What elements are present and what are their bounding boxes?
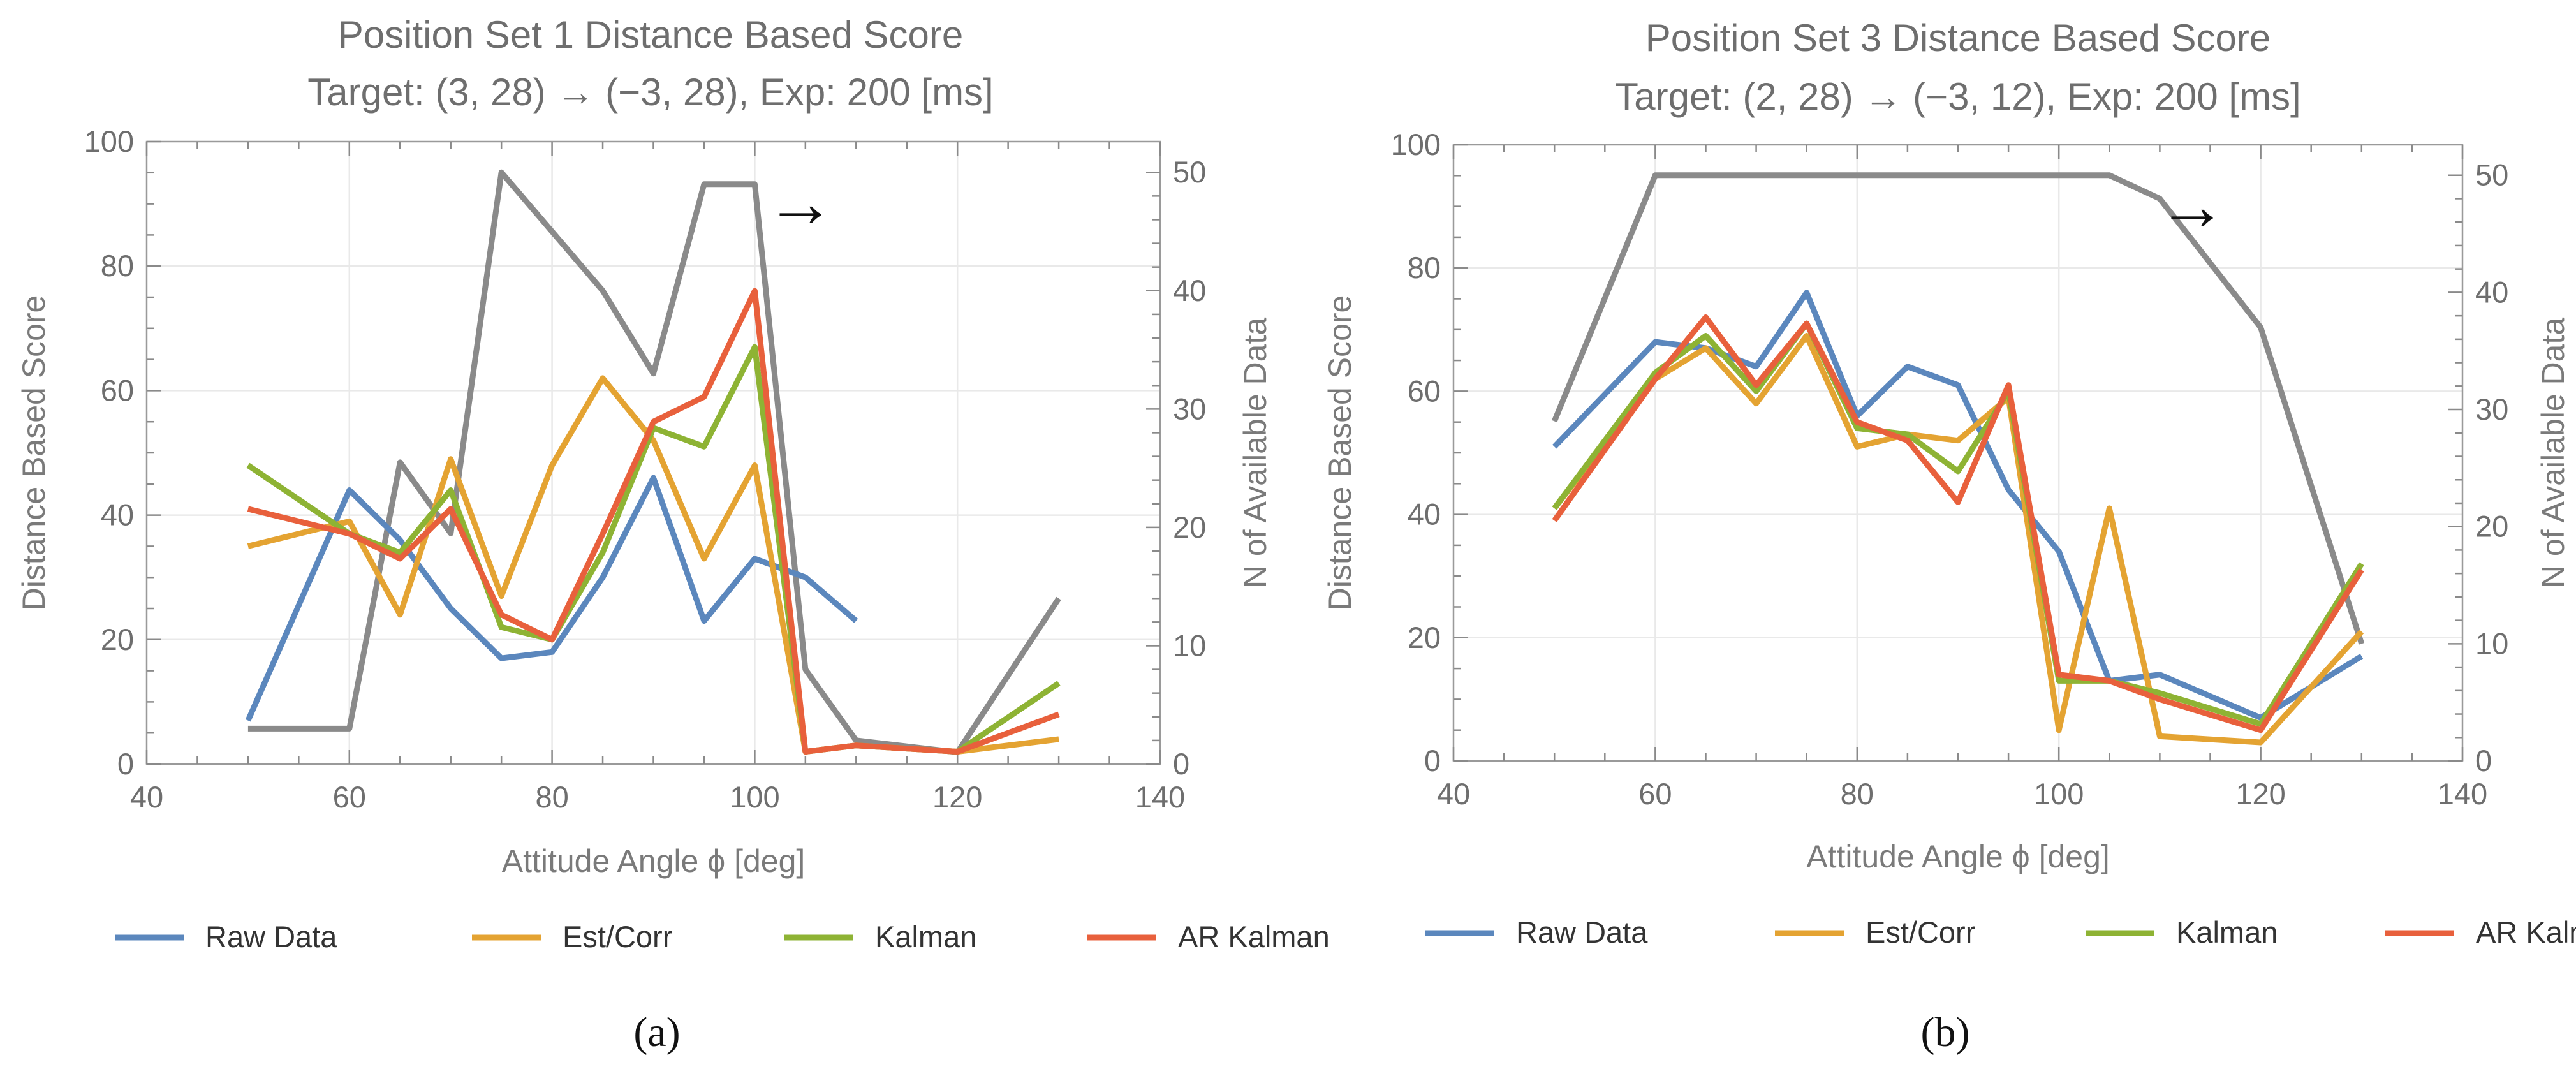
series-line-ar-kalman (1552, 314, 2364, 733)
y2-tick-label: 40 (1173, 274, 1206, 307)
x-tick-label: 100 (2034, 777, 2084, 811)
panel-label: (a) (633, 1009, 680, 1056)
y2-tick-label: 20 (1173, 510, 1206, 544)
series-line-ar-kalman (247, 288, 1060, 755)
legend-label-kalman: Kalman (2176, 915, 2278, 949)
legend-label-raw-data: Raw Data (205, 920, 337, 954)
chart-subtitle: Target: (3, 28) → (−3, 28), Exp: 200 [ms… (307, 71, 993, 114)
y-tick-label: 40 (101, 498, 134, 532)
x-tick-label: 60 (1638, 777, 1672, 811)
y2-tick-label: 50 (2475, 158, 2508, 192)
y2-tick-label: 0 (1173, 747, 1189, 781)
y2-tick-label: 10 (2475, 626, 2508, 660)
x-tick-label: 80 (535, 780, 568, 814)
y-tick-label: 0 (1424, 744, 1441, 778)
legend-label-ar-kalman: AR Kalman (2476, 915, 2576, 949)
y-axis-label: Distance Based Score (16, 295, 52, 611)
x-tick-label: 80 (1841, 777, 1874, 811)
series-line-est-corr (1552, 332, 2364, 746)
panel-label: (b) (1921, 1009, 1970, 1056)
legend-label-raw-data: Raw Data (1516, 915, 1648, 949)
x-tick-label: 120 (932, 780, 982, 814)
series-line-raw-data (245, 475, 858, 722)
y2-axis-label: N of Available Data (1237, 318, 1273, 589)
legend-label-est-corr: Est/Corr (563, 920, 672, 954)
y-tick-label: 60 (1408, 374, 1441, 408)
y-tick-label: 20 (1408, 621, 1441, 654)
y2-tick-label: 30 (2475, 392, 2508, 426)
right-arrow-icon: → (765, 163, 835, 242)
x-axis-label: Attitude Angle ϕ [deg] (1806, 839, 2110, 874)
legend-label-est-corr: Est/Corr (1866, 915, 1975, 949)
y-tick-label: 100 (1391, 128, 1441, 161)
y-tick-label: 80 (1408, 251, 1441, 284)
x-tick-label: 120 (2235, 777, 2285, 811)
y2-tick-label: 30 (1173, 392, 1206, 425)
y2-tick-label: 10 (1173, 628, 1206, 662)
legend-label-ar-kalman: AR Kalman (1178, 920, 1330, 954)
y-tick-label: 20 (101, 623, 134, 656)
y-tick-label: 100 (84, 124, 134, 158)
x-tick-label: 40 (1437, 777, 1470, 811)
x-tick-label: 100 (730, 780, 779, 814)
x-tick-label: 40 (130, 780, 163, 814)
y-tick-label: 0 (117, 747, 134, 781)
legend-label-kalman: Kalman (875, 920, 976, 954)
series-line-kalman (1552, 320, 2364, 727)
y-tick-label: 60 (101, 373, 134, 407)
y2-tick-label: 20 (2475, 510, 2508, 543)
right-arrow-icon: → (2157, 166, 2227, 245)
y2-tick-label: 0 (2475, 744, 2492, 778)
y2-tick-label: 50 (1173, 155, 1206, 189)
y-tick-label: 80 (101, 249, 134, 283)
chart-panel-b: 40 60 80 100 120 14002040608010001020304050Po… (1322, 17, 2576, 1056)
x-tick-label: 140 (1135, 780, 1185, 814)
chart-panel-a: 40 60 80 100 120 14002040608010001020304050Po… (16, 13, 1330, 1056)
y2-tick-label: 40 (2475, 275, 2508, 309)
x-tick-label: 140 (2438, 777, 2487, 811)
chart-title: Position Set 1 Distance Based Score (338, 13, 964, 56)
series-line-available-data-count (1552, 172, 2365, 645)
series-line-available-data-count (247, 169, 1061, 755)
y-axis-label: Distance Based Score (1322, 295, 1358, 611)
series-line-raw-data (1552, 290, 2364, 721)
y-tick-label: 40 (1408, 497, 1441, 531)
x-axis-label: Attitude Angle ϕ [deg] (502, 843, 806, 879)
y2-axis-label: N of Available Data (2535, 318, 2571, 589)
chart-subtitle: Target: (2, 28) → (−3, 12), Exp: 200 [ms… (1615, 75, 2300, 118)
x-tick-label: 60 (333, 780, 366, 814)
series-line-kalman (246, 344, 1061, 755)
chart-title: Position Set 3 Distance Based Score (1645, 17, 2271, 59)
